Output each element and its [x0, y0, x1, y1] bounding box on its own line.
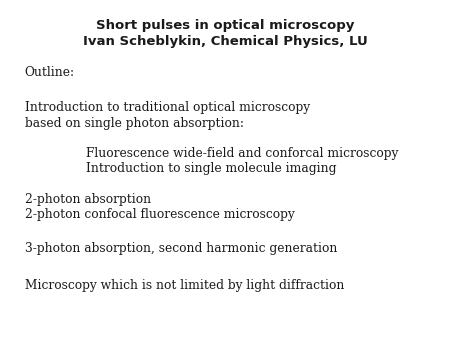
Text: 3-photon absorption, second harmonic generation: 3-photon absorption, second harmonic gen…: [25, 242, 337, 255]
Text: 2-photon absorption: 2-photon absorption: [25, 193, 151, 206]
Text: Introduction to traditional optical microscopy: Introduction to traditional optical micr…: [25, 101, 310, 114]
Text: 2-photon confocal fluorescence microscopy: 2-photon confocal fluorescence microscop…: [25, 208, 294, 221]
Text: Ivan Scheblykin, Chemical Physics, LU: Ivan Scheblykin, Chemical Physics, LU: [83, 35, 367, 48]
Text: Fluorescence wide-field and conforcal microscopy: Fluorescence wide-field and conforcal mi…: [86, 147, 398, 160]
Text: Short pulses in optical microscopy: Short pulses in optical microscopy: [96, 19, 354, 31]
Text: Microscopy which is not limited by light diffraction: Microscopy which is not limited by light…: [25, 279, 344, 292]
Text: Introduction to single molecule imaging: Introduction to single molecule imaging: [86, 162, 336, 175]
Text: Outline:: Outline:: [25, 66, 75, 79]
Text: based on single photon absorption:: based on single photon absorption:: [25, 117, 244, 129]
